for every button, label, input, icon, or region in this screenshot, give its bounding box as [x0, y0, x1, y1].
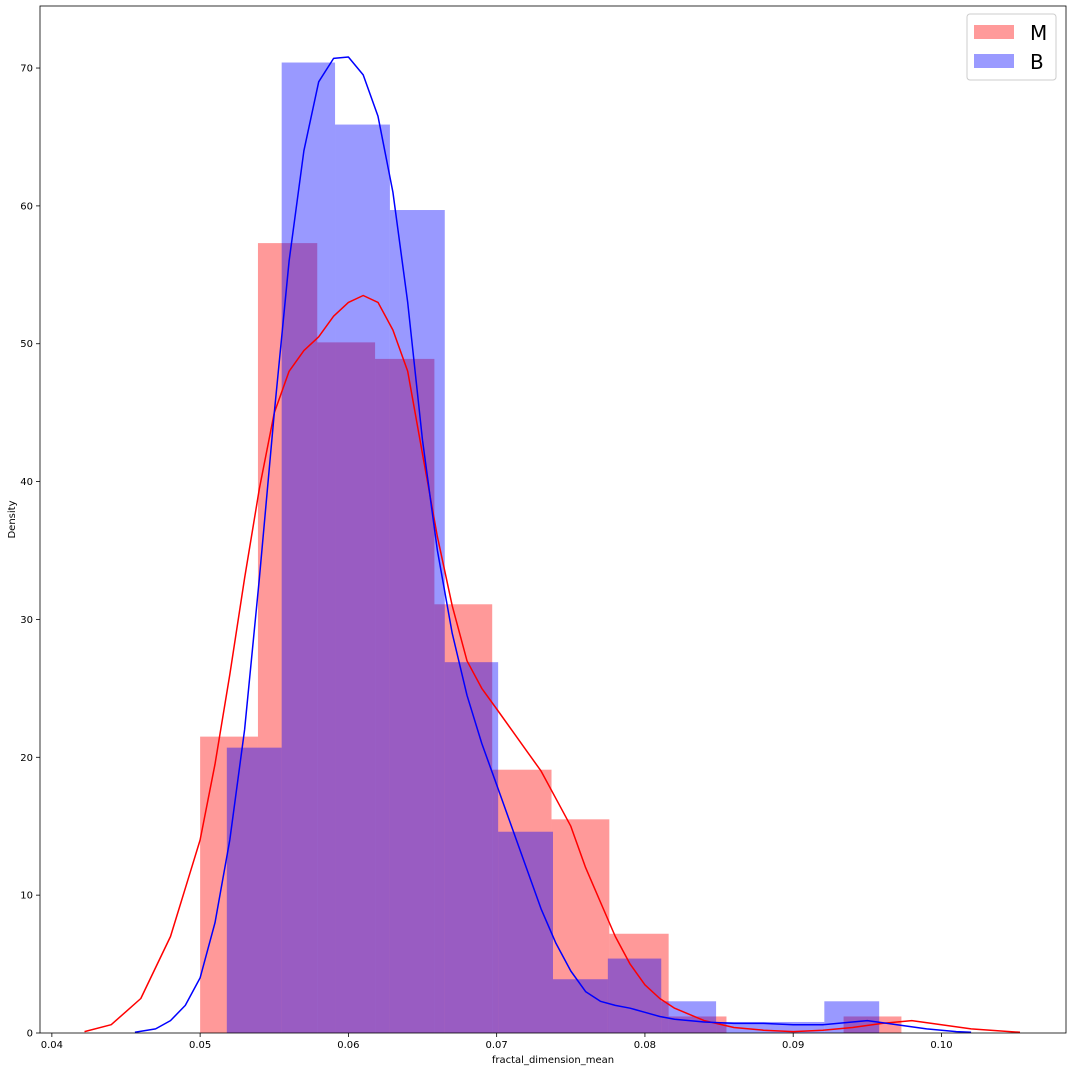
y-axis-ticks: 0 10 20 30 40 50 60 70: [20, 64, 40, 1040]
x-tick-label: 0.10: [930, 1040, 952, 1051]
y-tick-label: 40: [20, 477, 33, 488]
hist-bar-b-9: [716, 1021, 771, 1033]
hist-bar-m-0: [200, 736, 258, 1033]
y-tick-label: 10: [20, 891, 33, 902]
hist-bar-m-2: [317, 342, 376, 1033]
histogram-layer: [200, 62, 902, 1034]
y-tick-label: 60: [20, 201, 33, 212]
x-axis-ticks: 0.04 0.05 0.06 0.07 0.08 0.09 0.10: [41, 1033, 953, 1051]
y-tick-label: 0: [27, 1029, 33, 1040]
x-tick-label: 0.05: [189, 1040, 211, 1051]
legend-swatch-b: [974, 54, 1014, 68]
hist-bar-m-4: [434, 604, 493, 1033]
hist-bar-b-3: [389, 210, 445, 1033]
kde-line-b: [134, 56, 972, 1034]
x-tick-label: 0.08: [634, 1040, 656, 1051]
x-tick-label: 0.06: [337, 1040, 359, 1051]
hist-bar-m-3: [375, 358, 435, 1034]
x-tick-label: 0.04: [41, 1040, 63, 1051]
legend-label-b: B: [1030, 50, 1044, 74]
hist-bar-b-10: [770, 1021, 825, 1033]
hist-bar-b-0: [226, 747, 282, 1033]
y-tick-label: 70: [20, 64, 33, 75]
kde-line-m: [84, 294, 1021, 1034]
hist-bar-b-8: [661, 1001, 717, 1033]
hist-bar-b-6: [553, 979, 608, 1033]
legend-swatch-m: [974, 25, 1014, 39]
y-tick-label: 20: [20, 753, 33, 764]
y-axis-label: Density: [7, 500, 18, 538]
kde-layer: [84, 56, 1021, 1034]
hist-bar-b-1: [281, 62, 336, 1033]
x-tick-label: 0.09: [782, 1040, 804, 1051]
legend: M B: [966, 13, 1057, 81]
legend-label-m: M: [1030, 21, 1047, 45]
hist-bar-b-2: [335, 124, 390, 1033]
x-axis-label: fractal_dimension_mean: [492, 1055, 614, 1066]
hist-bar-b-4: [444, 662, 499, 1033]
hist-bar-b-5: [498, 831, 553, 1033]
hist-bar-m-5: [492, 769, 552, 1033]
x-tick-label: 0.07: [486, 1040, 508, 1051]
y-tick-label: 30: [20, 615, 33, 626]
plot-frame: [39, 5, 1067, 1034]
y-tick-label: 50: [20, 339, 33, 350]
